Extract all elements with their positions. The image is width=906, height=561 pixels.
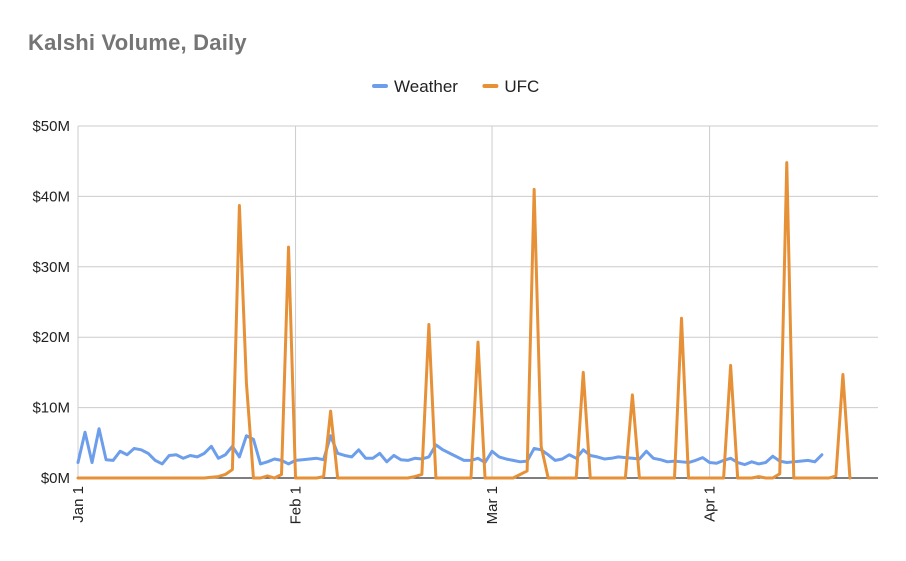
chart-title: Kalshi Volume, Daily [28,30,247,55]
x-tick-label: Jan 1 [70,486,87,523]
y-tick-label: $0M [41,470,70,487]
series-line-ufc [76,161,852,480]
y-tick-label: $50M [32,118,70,135]
legend-label-weather: Weather [394,77,458,96]
y-tick-label: $30M [32,259,70,276]
x-tick-label: Apr 1 [702,486,719,522]
y-tick-label: $10M [32,400,70,417]
x-tick-label: Feb 1 [288,486,305,524]
series-line-weather [76,427,824,467]
legend-label-ufc: UFC [504,77,539,96]
y-tick-label: $20M [32,329,70,346]
x-tick-label: Mar 1 [484,486,501,524]
y-tick-label: $40M [32,188,70,205]
